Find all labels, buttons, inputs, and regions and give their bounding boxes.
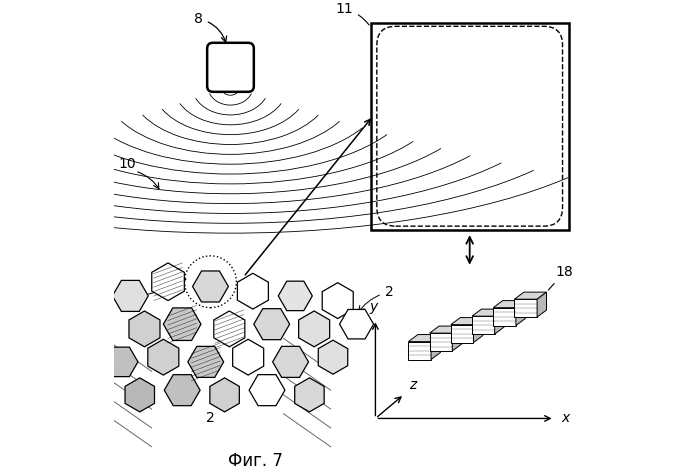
Polygon shape [318,340,347,374]
Polygon shape [451,318,483,324]
Polygon shape [164,375,200,406]
Text: 18: 18 [548,265,574,290]
Polygon shape [164,308,201,341]
Polygon shape [452,326,461,351]
Text: 11: 11 [336,2,369,25]
Polygon shape [188,346,224,378]
Polygon shape [472,309,504,316]
Polygon shape [273,346,308,378]
Polygon shape [214,311,245,347]
Polygon shape [192,271,229,302]
FancyBboxPatch shape [207,43,254,92]
Polygon shape [537,292,547,317]
Polygon shape [493,308,516,325]
Polygon shape [431,334,440,360]
Polygon shape [430,333,452,351]
Bar [370,22,569,230]
Text: x: x [561,411,570,426]
Polygon shape [152,263,185,301]
Polygon shape [493,301,526,308]
Text: z: z [409,378,417,392]
Polygon shape [340,309,373,339]
Polygon shape [322,283,353,319]
Text: 14: 14 [119,286,136,301]
Polygon shape [254,309,289,340]
Polygon shape [147,339,179,375]
Polygon shape [233,339,264,375]
Polygon shape [113,280,148,312]
Polygon shape [278,281,312,311]
Polygon shape [295,378,324,412]
Polygon shape [104,347,138,377]
Polygon shape [473,318,483,342]
Polygon shape [298,311,330,347]
Polygon shape [451,324,473,342]
Polygon shape [408,334,440,342]
Polygon shape [238,273,268,309]
Polygon shape [472,316,495,334]
Polygon shape [514,299,537,317]
Polygon shape [125,378,154,412]
Text: 2: 2 [359,285,394,312]
Polygon shape [249,375,285,406]
Polygon shape [514,292,547,299]
Polygon shape [408,342,431,360]
Text: 10: 10 [119,157,136,171]
Polygon shape [129,311,160,347]
Text: y: y [369,300,377,314]
Text: 2: 2 [206,411,215,426]
Polygon shape [516,301,526,325]
Text: Фиг. 7: Фиг. 7 [228,452,282,470]
Polygon shape [495,309,504,334]
Text: 8: 8 [194,11,226,42]
Polygon shape [430,326,461,333]
Polygon shape [210,378,239,412]
